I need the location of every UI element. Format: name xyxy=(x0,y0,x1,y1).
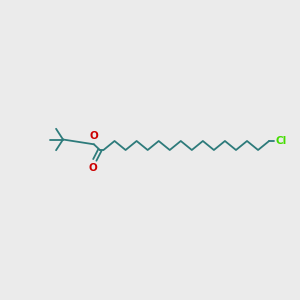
Text: O: O xyxy=(89,131,98,141)
Text: Cl: Cl xyxy=(275,136,286,146)
Text: O: O xyxy=(89,163,98,173)
